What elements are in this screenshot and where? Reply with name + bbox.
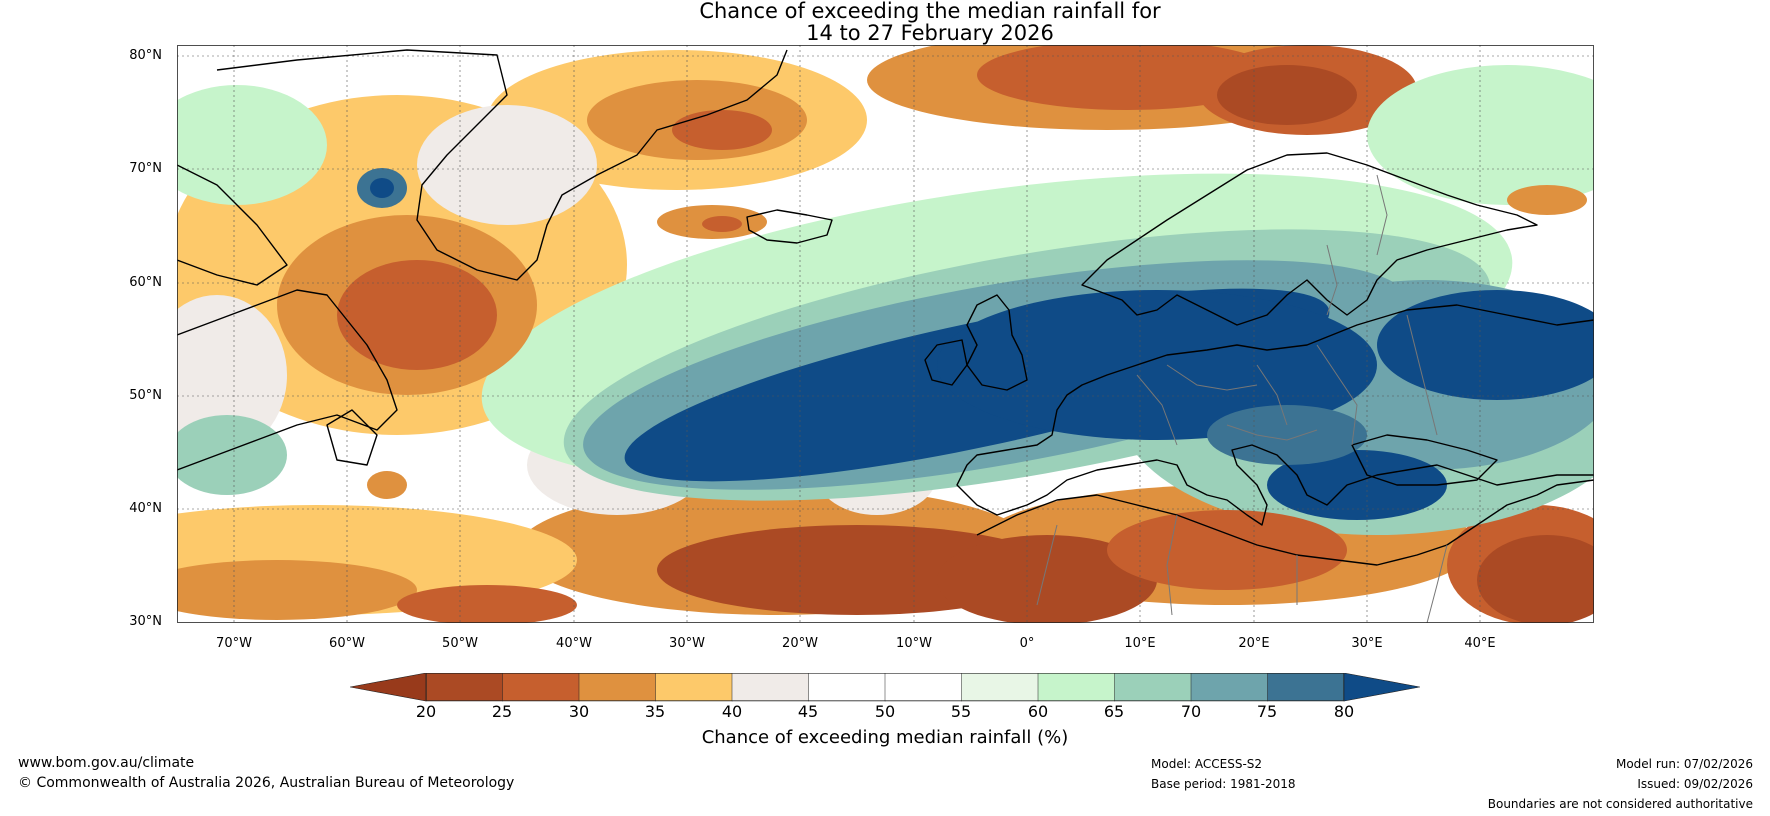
colorbar-segment-75-80 xyxy=(1267,673,1345,702)
colorbar-label-70: 70 xyxy=(1180,702,1202,721)
colorbar-label-50: 50 xyxy=(874,702,896,721)
lat-tick-40n: 40°N xyxy=(129,501,162,516)
lat-tick-80n: 80°N xyxy=(129,48,162,63)
colorbar-label-20: 20 xyxy=(415,702,437,721)
colorbar-label-40: 40 xyxy=(721,702,743,721)
colorbar-segment-40-45 xyxy=(731,673,810,702)
colorbar-segment-20-25 xyxy=(425,673,504,702)
above-median-zones xyxy=(177,65,1594,535)
colorbar-label-75: 75 xyxy=(1256,702,1278,721)
lon-tick-50w: 50°W xyxy=(442,636,478,651)
lon-tick-70w: 70°W xyxy=(216,636,252,651)
country-borders xyxy=(1036,174,1448,623)
lat-tick-50n: 50°N xyxy=(129,388,162,403)
lon-tick-20w: 20°W xyxy=(782,636,818,651)
colorbar-label-35: 35 xyxy=(644,702,666,721)
lat-tick-60n: 60°N xyxy=(129,275,162,290)
lon-tick-40w: 40°W xyxy=(556,636,592,651)
lon-tick-60w: 60°W xyxy=(329,636,365,651)
colorbar-frame xyxy=(426,673,1345,701)
britain-coast xyxy=(966,294,1028,391)
europe-mainland-coast xyxy=(956,304,1594,526)
colorbar-segment-30-35 xyxy=(578,673,657,702)
colorbar-segment-45-50 xyxy=(808,673,886,702)
lon-tick-10w: 10°W xyxy=(896,636,932,651)
scandinavia-coast xyxy=(1081,152,1538,326)
labrador-coast xyxy=(177,289,398,471)
map-frame xyxy=(177,45,1594,623)
lon-tick-30w: 30°W xyxy=(669,636,705,651)
colorbar-segments xyxy=(425,673,1345,702)
coastlines xyxy=(177,49,1594,566)
colorbar-under-arrow xyxy=(350,673,427,702)
colorbar-title: Chance of exceeding median rainfall (%) xyxy=(701,727,1069,748)
footer-website: www.bom.gov.au/climate xyxy=(18,755,195,771)
colorbar-segment-60-65 xyxy=(1037,673,1116,702)
footer-model: Model: ACCESS-S2 xyxy=(1151,757,1263,771)
colorbar-over-arrow xyxy=(1343,673,1420,702)
rainfall-probability-map xyxy=(177,45,1594,623)
colorbar-segment-70-75 xyxy=(1190,673,1269,702)
lon-tick-20e: 20°E xyxy=(1238,636,1270,651)
colorbar-label-80: 80 xyxy=(1333,702,1355,721)
colorbar-segment-35-40 xyxy=(655,673,733,702)
north-africa-coast xyxy=(976,479,1594,566)
greenland-coast xyxy=(216,49,788,281)
colorbar-label-60: 60 xyxy=(1027,702,1049,721)
footer-copyright: © Commonwealth of Australia 2026, Austra… xyxy=(18,775,515,791)
colorbar-label-30: 30 xyxy=(568,702,590,721)
ireland-coast xyxy=(924,339,968,386)
well-below-median-cores xyxy=(177,45,1594,623)
colorbar-segment-65-70 xyxy=(1114,673,1192,702)
lon-tick-0: 0° xyxy=(1019,636,1035,651)
lon-tick-40e: 40°E xyxy=(1464,636,1496,651)
colorbar-label-65: 65 xyxy=(1103,702,1125,721)
colorbar-label-25: 25 xyxy=(491,702,513,721)
footer-disclaimer: Boundaries are not considered authoritat… xyxy=(1487,797,1753,811)
lat-tick-70n: 70°N xyxy=(129,161,162,176)
newfoundland-coast xyxy=(326,409,378,466)
black-sea-coast xyxy=(1351,434,1498,486)
colorbar xyxy=(350,673,1420,702)
colorbar-segment-25-30 xyxy=(502,673,580,702)
colorbar-label-45: 45 xyxy=(797,702,819,721)
colorbar-label-55: 55 xyxy=(950,702,972,721)
map-title-line1: Chance of exceeding the median rainfall … xyxy=(699,0,1161,23)
map-title-line2: 14 to 27 February 2026 xyxy=(806,21,1054,45)
footer-model-run: Model run: 07/02/2026 xyxy=(1615,757,1753,771)
footer-issued: Issued: 09/02/2026 xyxy=(1637,777,1753,791)
lon-tick-30e: 30°E xyxy=(1351,636,1383,651)
lon-tick-10e: 10°E xyxy=(1124,636,1156,651)
lat-tick-30n: 30°N xyxy=(129,614,162,629)
colorbar-segment-50-55 xyxy=(884,673,963,702)
footer-base-period: Base period: 1981-2018 xyxy=(1151,777,1296,791)
baffin-coast xyxy=(177,164,288,286)
iceland-coast xyxy=(746,209,833,244)
colorbar-segment-55-60 xyxy=(961,673,1039,702)
